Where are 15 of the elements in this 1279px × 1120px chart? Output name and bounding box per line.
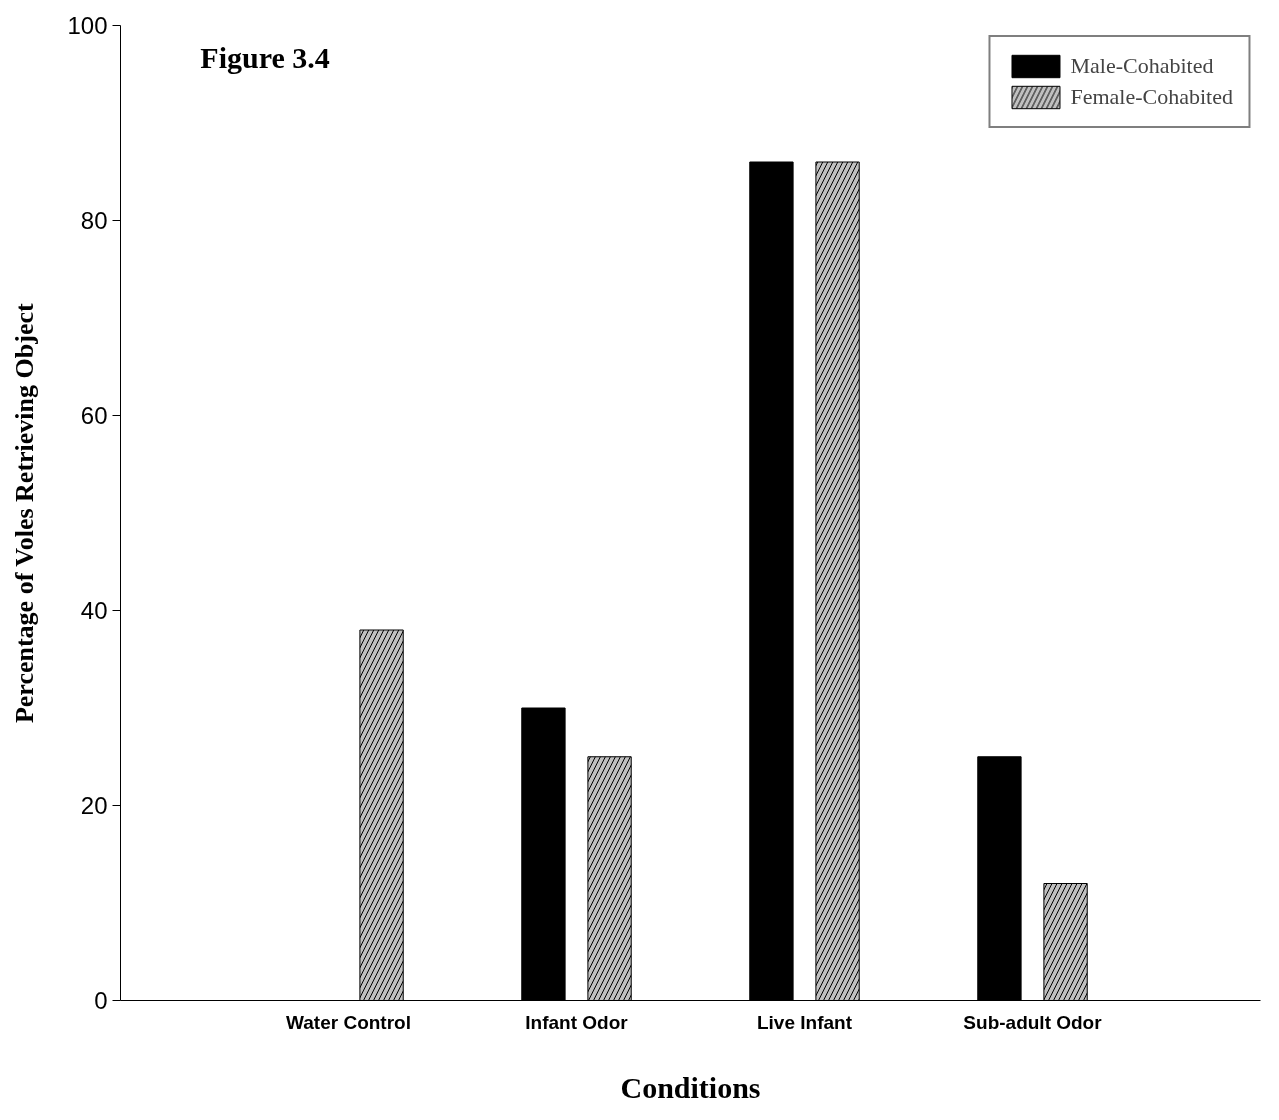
x-tick-label: Water Control xyxy=(286,1011,411,1033)
x-tick-label: Infant Odor xyxy=(525,1011,629,1033)
y-tick-label: 0 xyxy=(94,987,108,1014)
x-tick-label: Sub-adult Odor xyxy=(963,1011,1103,1033)
x-tick-label: Live Infant xyxy=(757,1011,853,1033)
y-tick-label: 40 xyxy=(80,597,108,624)
y-tick-label: 80 xyxy=(80,207,108,234)
y-tick-label: 100 xyxy=(67,12,108,39)
y-tick-label: 20 xyxy=(80,792,108,819)
legend-label: Female-Cohabited xyxy=(1070,84,1233,110)
text: Figure 3.4 xyxy=(200,41,330,75)
y-axis-title: Percentage of Voles Retrieving Object xyxy=(10,303,40,724)
legend-label: Male-Cohabited xyxy=(1070,53,1214,79)
y-tick-label: 60 xyxy=(80,402,108,429)
x-axis-title: Conditions xyxy=(620,1070,761,1104)
